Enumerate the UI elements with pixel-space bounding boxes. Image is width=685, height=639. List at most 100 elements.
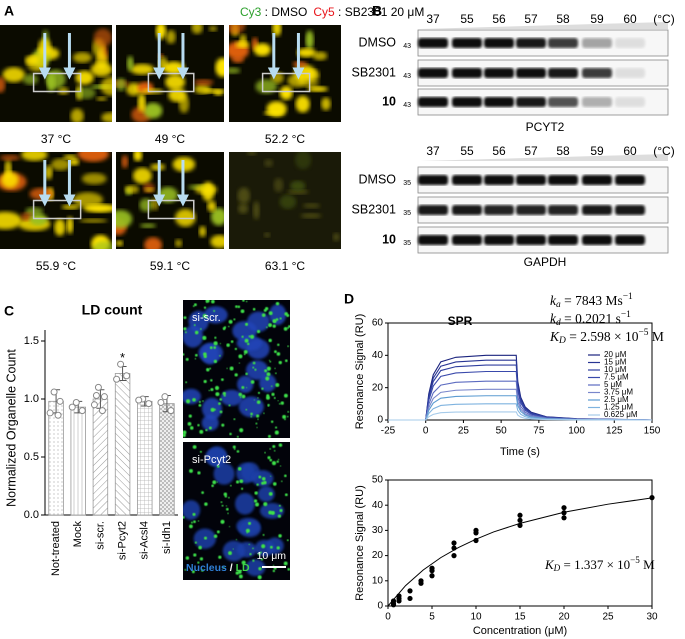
data-point [473,537,479,544]
lipid-droplet [228,496,230,499]
lipid-droplet [220,501,223,504]
nucleus [266,537,284,555]
arrow-head [176,67,189,80]
lipid-droplet [235,571,239,575]
lipid-droplet [284,493,288,497]
lipid-droplet [223,326,227,329]
arrow-head [38,67,51,80]
band [418,97,448,107]
lipid-droplet [185,556,190,560]
lipid-droplet [283,561,288,566]
lipid-droplet [199,328,202,330]
lipid-droplet [267,434,271,438]
lipid-droplet [245,300,248,303]
spot [90,62,112,77]
lipid-droplet [192,305,195,308]
lipid-droplet [265,326,268,329]
band [548,38,578,48]
y-axis-label: Normalized Organelle Count [4,349,18,507]
band [452,205,482,215]
eq-sup: −1 [621,310,631,320]
lipid-droplet [288,325,290,328]
lipid-droplet [275,382,280,387]
lipid-droplet [271,512,274,515]
lipid-droplet [227,325,230,328]
lipid-droplet [258,475,262,479]
y-tick-label: 50 [372,475,384,486]
y-tick-label: 10 [372,575,384,586]
lipid-droplet [278,534,282,538]
lipid-droplet [263,412,265,415]
lipid-droplet [209,346,213,350]
band [582,97,612,107]
legend-label: 3.75 μM [604,388,633,397]
lipid-droplet [194,541,197,544]
arrow-head [38,194,51,207]
lipid-droplet [213,341,218,346]
lipid-droplet [224,495,228,498]
stain-legend: Nucleus / LD [186,562,250,574]
band [582,205,612,215]
lipid-droplet [211,484,214,488]
lipid-droplet [203,354,207,359]
legend-label: 5 μM [604,380,622,389]
lipid-droplet [250,334,255,339]
lipid-droplet [228,551,232,556]
lipid-droplet [235,539,238,541]
lipid-droplet [248,543,250,546]
lipid-droplet [279,317,282,320]
nucleus [236,335,263,351]
eq-var: K [544,557,555,572]
spot [50,158,71,171]
spot [237,203,249,214]
spot [194,184,218,195]
data-point [418,578,424,584]
lipid-droplet [210,379,213,382]
nucleus [257,486,275,502]
caption: 49 °C [155,132,185,146]
temp-unit: (°C) [653,12,674,26]
lipid-droplet [184,331,187,334]
spot [307,86,328,92]
arrow-head [292,67,305,80]
x-tick-label: 5 [429,612,435,623]
lipid-droplet [183,316,187,320]
lipid-droplet [287,411,290,413]
temperature: 55 [460,12,474,26]
spot [165,74,186,90]
data-point [429,565,435,571]
spot [68,158,80,166]
lipid-droplet [256,329,261,334]
x-tick-label: 10 [470,612,482,623]
lipid-droplet [222,566,225,569]
spot [0,154,21,161]
lipid-droplet [233,418,236,421]
row-label: 10 [382,232,396,246]
panel-label: A [4,3,14,19]
lipid-droplet [283,327,288,331]
lipid-droplet [262,533,265,536]
lipid-droplet [257,552,261,556]
lipid-droplet [269,360,272,363]
spot [210,207,224,226]
spot [83,203,112,213]
spot [1,171,19,189]
spot [66,216,74,234]
lipid-droplet [183,433,186,438]
spot [101,112,112,122]
data-point [390,598,397,604]
band [516,38,546,48]
spot [253,43,271,57]
lipid-droplet [278,403,281,405]
data-point [451,553,457,559]
nucleus [235,492,255,515]
lipid-droplet [241,394,246,399]
data-point [161,393,169,401]
temperature: 59 [590,144,604,158]
lipid-droplet [221,378,224,382]
temperature: 60 [623,12,637,26]
temperature: 56 [492,144,506,158]
lipid-droplet [254,491,258,495]
lipid-droplet [185,357,189,361]
x-tick-label: 0 [385,612,391,623]
